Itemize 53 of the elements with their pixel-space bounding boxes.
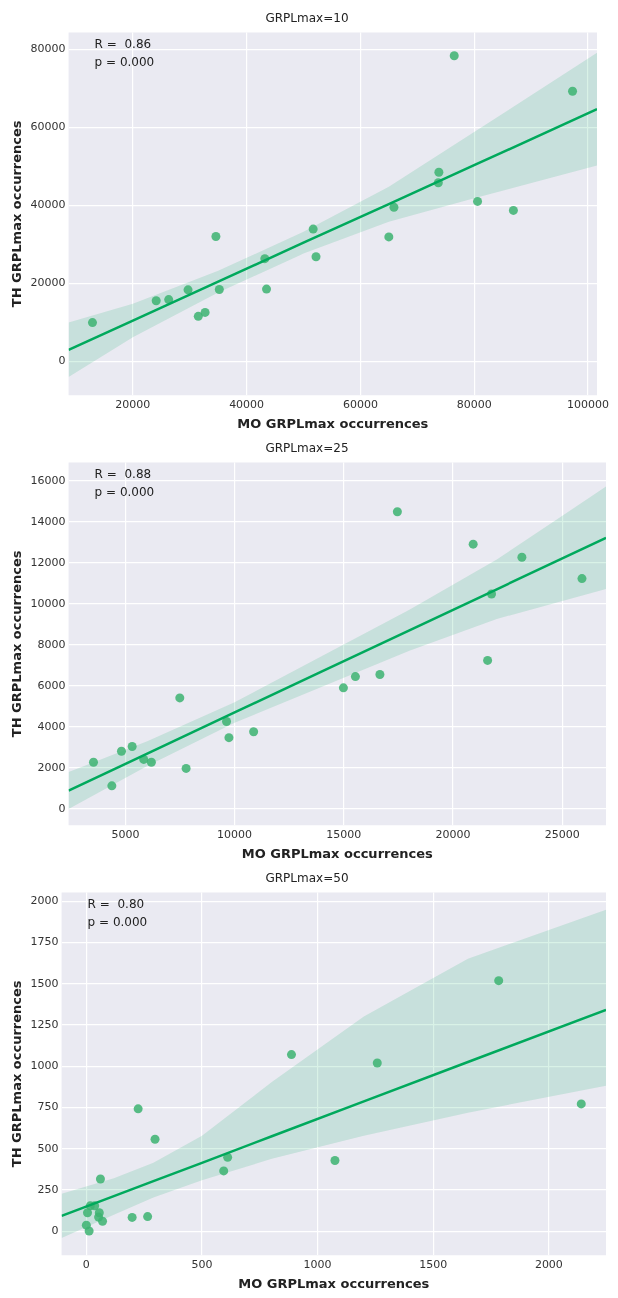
y-axis-title: TH GRPLmax occurrences (9, 120, 25, 308)
y-tick-label: 10000 (30, 596, 66, 610)
y-tick-label: 2000 (30, 894, 59, 908)
annotation: R = 0.88 (94, 466, 152, 481)
annotation: R = 0.86 (94, 36, 152, 51)
y-tick-label: 12000 (30, 555, 66, 569)
y-tick-label: 16000 (30, 473, 66, 487)
x-tick-label: 5000 (111, 827, 140, 841)
x-axis-title: MO GRPLmax occurrences (238, 1275, 430, 1291)
y-tick-label: 80000 (30, 42, 66, 56)
y-tick-label: 14000 (30, 514, 66, 528)
annotation: R = 0.80 (87, 896, 145, 911)
y-tick-label: 20000 (30, 276, 66, 290)
x-tick-label: 40000 (229, 397, 265, 411)
y-tick-label: 1000 (30, 1059, 59, 1073)
x-tick-label: 500 (191, 1257, 213, 1271)
y-tick-label: 6000 (37, 678, 66, 692)
y-tick-label: 0 (51, 1224, 59, 1238)
y-tick-label: 1750 (30, 935, 59, 949)
x-tick-label: 25000 (544, 827, 580, 841)
x-axis-title: MO GRPLmax occurrences (237, 415, 429, 431)
x-tick-label: 20000 (435, 827, 471, 841)
y-tick-label: 2000 (37, 760, 66, 774)
y-tick-label: 750 (37, 1100, 59, 1114)
y-tick-label: 1250 (30, 1017, 59, 1031)
annotation: p = 0.000 (94, 484, 155, 499)
y-tick-label: 0 (58, 353, 66, 367)
y-tick-label: 500 (37, 1141, 59, 1155)
annotation: p = 0.000 (87, 914, 148, 929)
y-axis-title: TH GRPLmax occurrences (9, 980, 25, 1168)
y-tick-label: 4000 (37, 719, 66, 733)
x-tick-label: 1500 (419, 1257, 448, 1271)
y-tick-label: 60000 (30, 120, 66, 134)
y-tick-label: 250 (37, 1182, 59, 1196)
x-tick-label: 10000 (217, 827, 253, 841)
x-tick-label: 1000 (303, 1257, 332, 1271)
x-axis-title: MO GRPLmax occurrences (241, 845, 434, 861)
x-tick-label: 15000 (326, 827, 362, 841)
x-tick-label: 80000 (456, 397, 492, 411)
x-tick-label: 2000 (534, 1257, 563, 1271)
x-tick-label: 60000 (342, 397, 378, 411)
y-tick-label: 1500 (30, 976, 59, 990)
y-tick-label: 8000 (37, 637, 66, 651)
annotation: p = 0.000 (94, 54, 155, 69)
y-axis-title: TH GRPLmax occurrences (9, 550, 25, 738)
x-tick-label: 100000 (566, 397, 609, 411)
chart-title: GRPLmax=10 (265, 11, 349, 26)
x-tick-label: 0 (82, 1257, 90, 1271)
y-tick-label: 40000 (30, 198, 66, 212)
x-tick-label: 20000 (115, 397, 151, 411)
chart-title: GRPLmax=50 (265, 871, 349, 886)
y-tick-label: 0 (58, 801, 66, 815)
chart-title: GRPLmax=25 (265, 441, 349, 456)
